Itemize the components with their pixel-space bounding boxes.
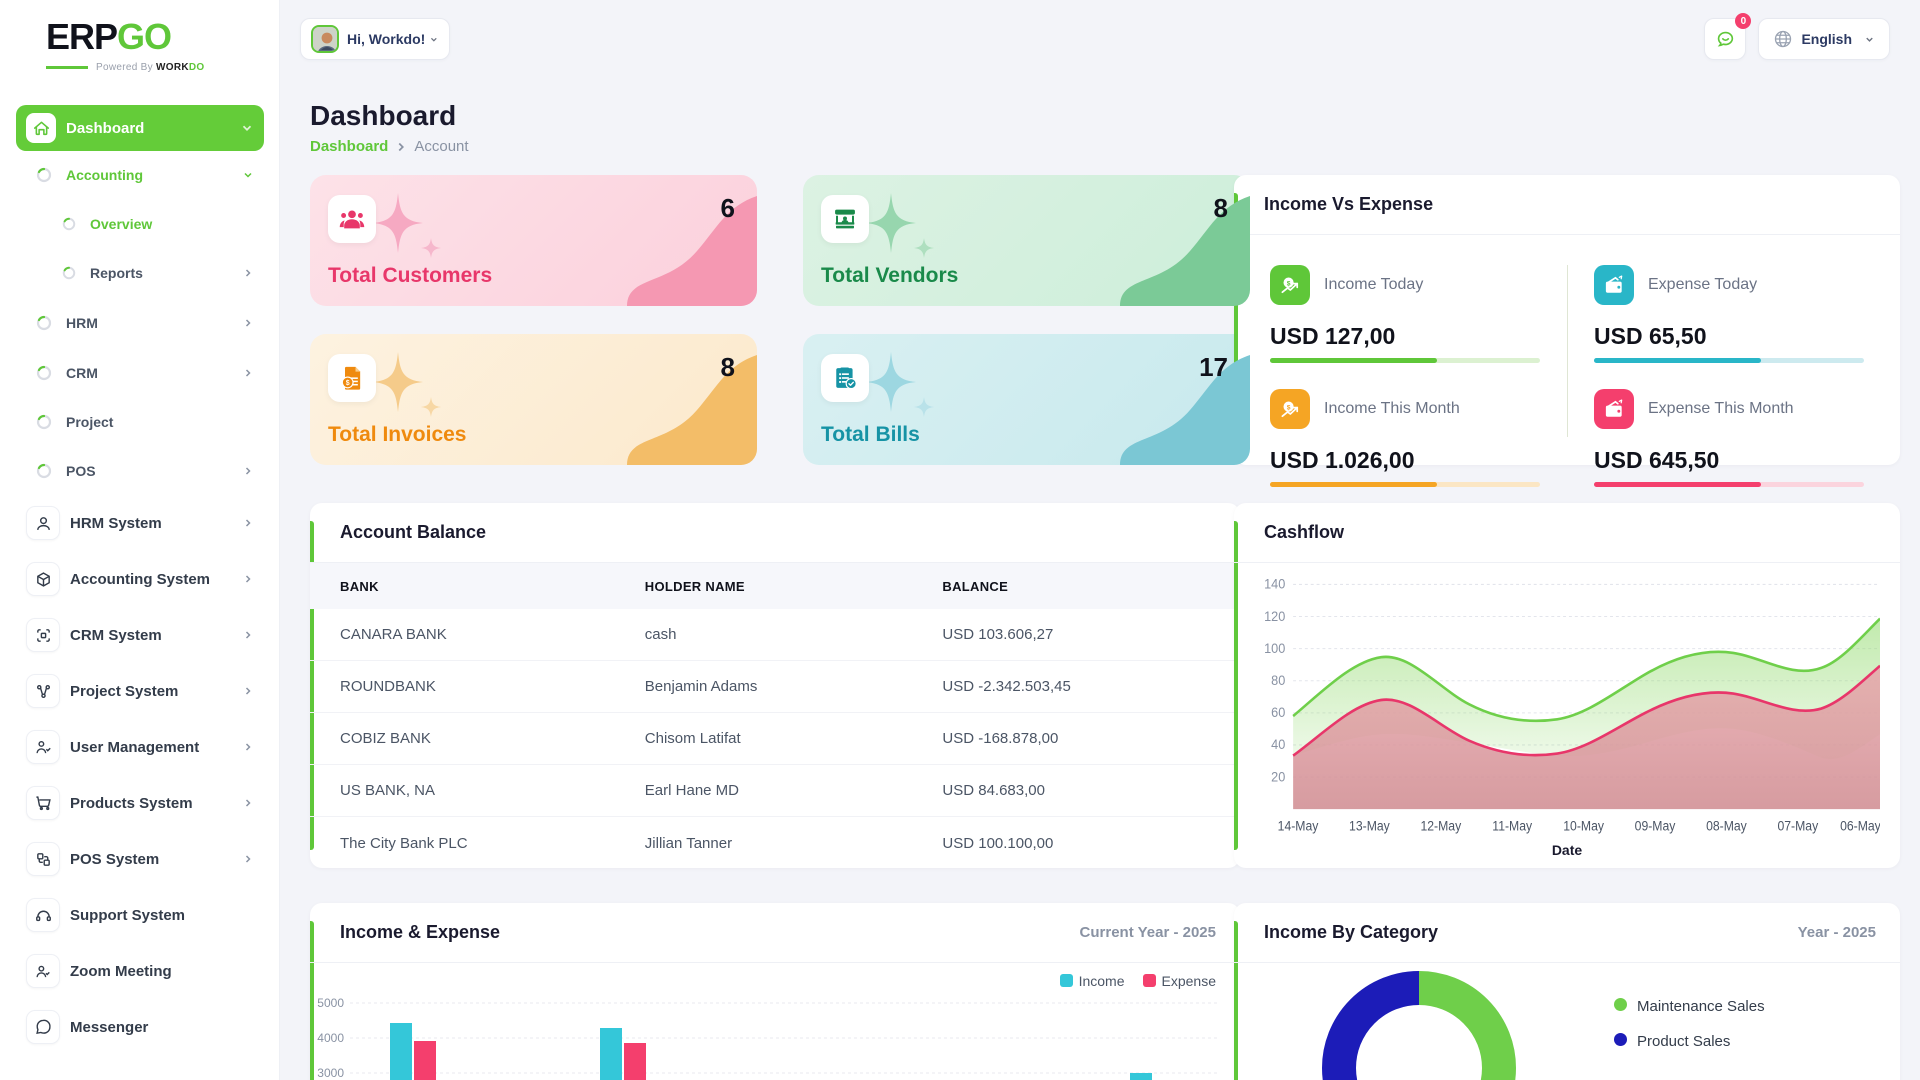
svg-text:07-May: 07-May xyxy=(1777,818,1818,834)
svg-text:3000: 3000 xyxy=(317,1066,344,1080)
svg-text:60: 60 xyxy=(1271,705,1285,721)
svg-text:$: $ xyxy=(346,380,350,387)
svg-text:10-May: 10-May xyxy=(1563,818,1604,834)
svg-text:4000: 4000 xyxy=(317,1031,344,1045)
svg-text:12-May: 12-May xyxy=(1420,818,1461,834)
svg-text:$: $ xyxy=(1286,280,1290,287)
svg-text:11-May: 11-May xyxy=(1492,818,1532,834)
svg-text:40: 40 xyxy=(1271,737,1285,753)
svg-text:20: 20 xyxy=(1271,769,1285,785)
svg-text:13-May: 13-May xyxy=(1349,818,1390,834)
svg-text:80: 80 xyxy=(1271,672,1285,688)
svg-text:09-May: 09-May xyxy=(1635,818,1676,834)
svg-text:140: 140 xyxy=(1264,576,1285,592)
svg-text:120: 120 xyxy=(1264,608,1285,624)
svg-text:14-May: 14-May xyxy=(1278,818,1319,834)
svg-text:5000: 5000 xyxy=(317,996,344,1010)
svg-text:$: $ xyxy=(1286,404,1290,411)
svg-text:100: 100 xyxy=(1264,640,1285,656)
svg-text:06-May: 06-May xyxy=(1840,818,1880,834)
svg-text:08-May: 08-May xyxy=(1706,818,1747,834)
